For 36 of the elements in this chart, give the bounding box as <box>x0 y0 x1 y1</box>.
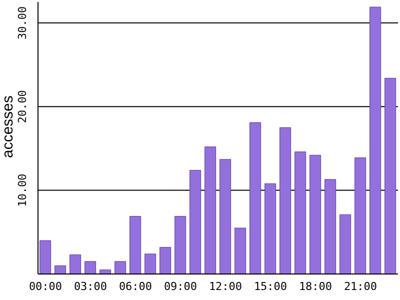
x-tick-label: 06:00 <box>118 280 152 293</box>
bar <box>234 228 246 274</box>
bar <box>54 265 66 274</box>
y-tick-label: 20.00 <box>16 90 29 124</box>
bar <box>250 122 262 274</box>
x-tick-label: 12:00 <box>208 280 242 293</box>
bar <box>144 254 156 274</box>
bar <box>130 216 142 274</box>
y-tick-label: 10.00 <box>16 174 29 207</box>
bar <box>384 78 396 274</box>
bar <box>114 261 126 274</box>
bar <box>324 179 336 274</box>
y-tick-label: 30.00 <box>16 6 29 40</box>
bar <box>160 246 172 274</box>
bar <box>294 152 306 274</box>
x-tick-label: 03:00 <box>74 280 108 293</box>
bar <box>204 146 216 274</box>
bar <box>84 261 96 274</box>
bar <box>70 254 82 274</box>
bar <box>310 154 322 274</box>
bar <box>100 270 112 274</box>
bar <box>264 183 276 274</box>
x-tick-label: 15:00 <box>254 280 288 293</box>
y-axis-title: accesses <box>0 95 16 158</box>
x-tick-label: 00:00 <box>28 280 62 293</box>
bar <box>370 6 382 274</box>
bar <box>174 216 186 274</box>
x-tick-label: 21:00 <box>344 280 378 293</box>
bar <box>190 170 202 274</box>
bar <box>220 159 232 274</box>
bar <box>280 127 292 274</box>
x-tick-label: 09:00 <box>164 280 198 293</box>
x-tick-label: 18:00 <box>298 280 332 293</box>
bar <box>354 157 366 274</box>
bar <box>340 214 352 274</box>
bar <box>40 240 52 274</box>
